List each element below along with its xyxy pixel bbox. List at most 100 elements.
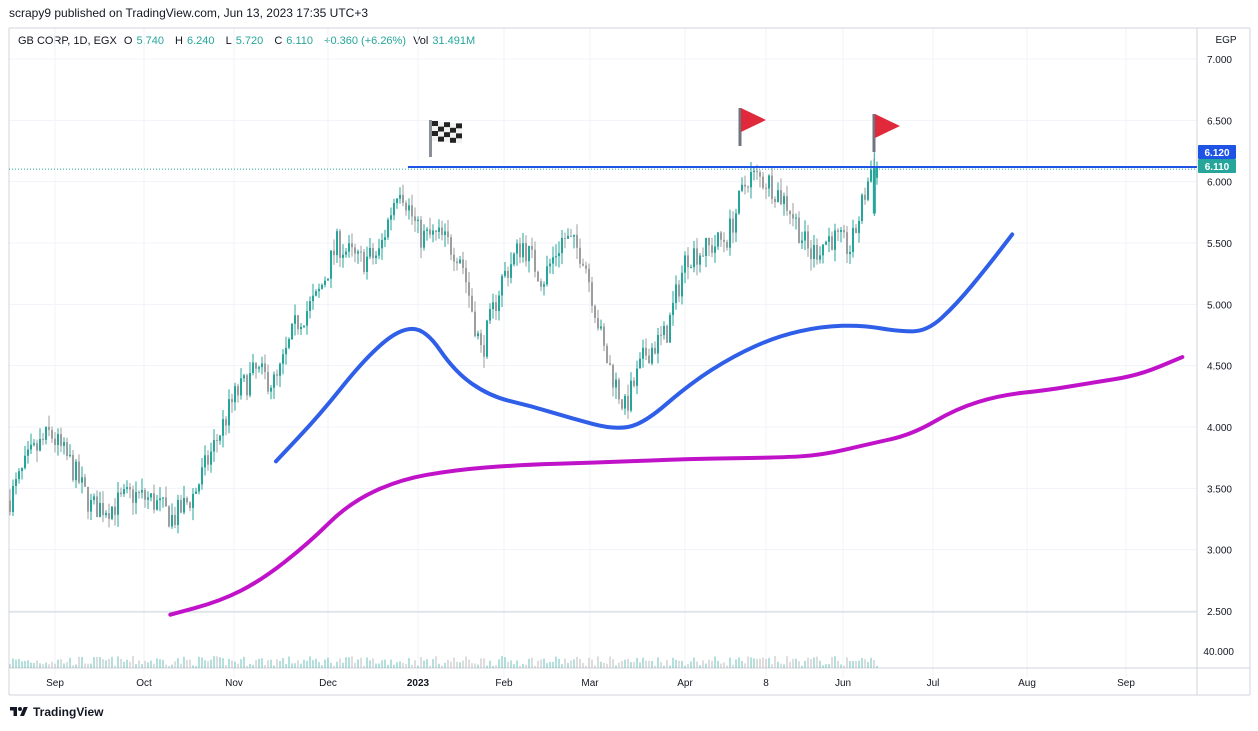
volume-bar [96,656,98,668]
volume-bar [750,657,752,668]
checkered-flag-square [432,136,438,141]
volume-bar [831,657,833,668]
candle-body [114,506,116,515]
volume-bar [792,658,794,668]
candle-body [261,363,263,368]
volume-bar [219,657,221,668]
candle-body [51,429,53,439]
volume-value: 31.491M [432,35,476,47]
volume-bar [27,660,29,668]
volume-bar [648,660,650,668]
volume-bar [804,660,806,668]
candle-body [753,170,755,172]
volume-bar [669,665,671,668]
volume-bar [237,663,239,668]
candle-body [165,497,167,507]
volume-bar [126,659,128,668]
candle-body [486,320,488,357]
volume-bar [273,665,275,668]
candle-body [456,261,458,264]
candle-body [621,399,623,409]
volume-bar [588,657,590,668]
candle-body [528,245,530,262]
volume-bar [825,664,827,668]
volume-bar [861,657,863,668]
candle-body [249,373,251,396]
volume-bar [234,661,236,668]
volume-bar [123,661,125,668]
volume-bar [81,656,83,668]
volume-bar [297,660,299,668]
candle-body [276,374,278,376]
volume-bar [675,659,677,668]
volume-bar [156,658,158,668]
volume-bar [435,656,437,668]
y-tick-label: 5.500 [1207,239,1232,250]
volume-bar [735,659,737,668]
candle-body [312,295,314,302]
volume-bar [702,660,704,668]
volume-bar [705,663,707,668]
volume-bar [342,662,344,668]
currency-label: EGP [1215,35,1236,46]
candle-body [90,499,92,512]
high-value: 6.240 [187,35,215,47]
volume-bar [651,661,653,668]
candle-body [306,311,308,326]
volume-bar [855,661,857,668]
volume-bar [525,664,527,668]
candle-body [360,251,362,253]
volume-bar [840,664,842,668]
candle-body [771,175,773,200]
volume-bar [393,664,395,668]
candle-body [687,255,689,268]
candle-body [132,489,134,503]
volume-bar [786,656,788,668]
candle-body [777,190,779,203]
candle-body [762,176,764,188]
volume-bar [351,656,353,668]
checkered-flag-square [432,121,438,126]
candle-body [135,492,137,503]
footer-brand: TradingView [33,705,104,719]
volume-bar [573,659,575,668]
candle-body [855,227,857,233]
high-label: H [175,35,183,47]
candle-body [24,455,26,469]
candle-body [555,256,557,258]
volume-bar [15,659,17,668]
candle-body [738,190,740,214]
candle-body [75,461,77,481]
candle-body [639,358,641,369]
volume-bar [591,659,593,668]
volume-bar [162,659,164,668]
volume-bar [306,660,308,668]
candle-body [15,479,17,487]
volume-bar [279,660,281,668]
candle-body [258,367,260,369]
candle-body [711,245,713,253]
candle-body [162,497,164,499]
candle-body [201,467,203,485]
volume-bar [369,660,371,668]
x-tick-label: Apr [677,678,693,689]
candle-body [660,334,662,336]
candle-body [483,345,485,357]
candle-body [150,493,152,498]
volume-bar [24,660,26,668]
red-flag-pole [872,114,876,152]
volume-bar [468,659,470,668]
volume-tick-label: 40.000 [1203,647,1234,658]
candle-body [858,220,860,233]
volume-bar [303,659,305,668]
candle-body [108,513,110,519]
candle-body [318,288,320,292]
candle-body [204,455,206,468]
volume-bar [711,660,713,668]
candle-body [450,237,452,255]
volume-bar [483,658,485,668]
candle-body [603,326,605,346]
volume-bar [543,658,545,668]
candle-body [606,345,608,364]
